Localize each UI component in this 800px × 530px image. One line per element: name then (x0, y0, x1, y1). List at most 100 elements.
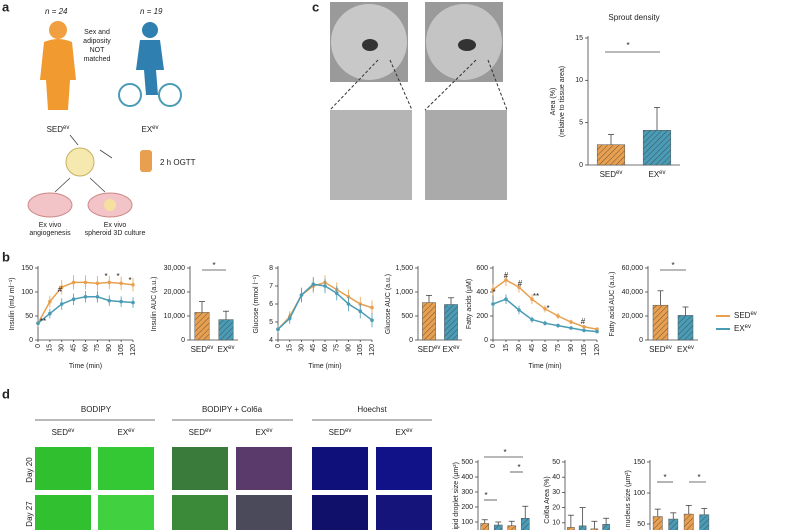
note: NOT (90, 47, 106, 54)
micrograph (236, 447, 292, 490)
group-label: EXev (255, 428, 272, 438)
y-tick-label: 15 (575, 35, 583, 42)
stain-label: Hoechst (357, 405, 387, 414)
point (491, 302, 495, 306)
group-label: SEDev (329, 428, 352, 438)
group-label: SEDev (47, 125, 70, 135)
group-label: EXev (117, 428, 134, 438)
bar (422, 302, 436, 341)
y-tick-label: 300 (461, 489, 473, 496)
micrograph (312, 495, 368, 530)
zoom-line (424, 59, 477, 111)
point (276, 327, 280, 332)
annotation: * (697, 473, 700, 482)
point (71, 280, 76, 285)
y-tick-label: 400 (461, 474, 473, 481)
x-tick-label: 105 (118, 344, 125, 356)
x-tick-label: 120 (130, 344, 137, 356)
x-tick-label: 45 (529, 344, 536, 352)
annotation: ** (533, 292, 539, 301)
person-ex (136, 40, 164, 95)
dish (27, 192, 73, 218)
y-tick-label: 20,000 (164, 289, 186, 296)
panel-label: d (2, 386, 10, 401)
stain-label: BODIPY (81, 405, 112, 414)
x-tick-label: 60 (82, 344, 89, 352)
bar (699, 514, 710, 530)
x-tick-label: 0 (275, 344, 282, 348)
point (370, 305, 374, 310)
point (287, 316, 292, 321)
zoom-line (389, 59, 413, 111)
point (131, 283, 135, 287)
point (543, 307, 547, 311)
micrograph (236, 495, 292, 530)
point (71, 297, 76, 302)
annotation: # (518, 279, 523, 288)
legend-label: EXev (734, 324, 751, 334)
y-tick-label: 7 (269, 283, 273, 290)
y-tick-label: 50 (552, 459, 560, 466)
micrograph (458, 39, 476, 51)
point (556, 314, 560, 318)
bar (642, 130, 672, 166)
note: adiposity (83, 38, 111, 45)
group-label: EXev (141, 125, 158, 135)
point (59, 302, 64, 306)
y-tick-label: 40 (552, 474, 560, 481)
x-tick-label: 105 (357, 344, 364, 356)
point (504, 297, 508, 302)
point (569, 320, 573, 324)
bar (194, 312, 210, 341)
y-tick-label: 60,000 (622, 265, 644, 272)
panel-label: c (312, 0, 319, 14)
point (358, 309, 363, 314)
y-tick-label: 5 (269, 319, 273, 326)
x-tick-label: 45 (70, 344, 77, 352)
annotation: * (546, 304, 549, 313)
zoom-line (329, 59, 379, 111)
y-tick-label: 100 (461, 519, 473, 526)
stain-label: BODIPY + Col6a (202, 405, 263, 414)
annotation: * (492, 288, 495, 297)
arrow (89, 177, 106, 193)
panel-label: a (2, 0, 10, 14)
bar (596, 144, 626, 166)
point (59, 285, 64, 290)
line-series (492, 298, 598, 333)
n-label: n = 19 (140, 7, 163, 16)
micrograph (312, 447, 368, 490)
point (491, 287, 495, 292)
x-tick-label: 120 (594, 344, 601, 356)
person-sed (40, 39, 76, 110)
y-tick-label: 200 (476, 313, 488, 320)
annotation: * (484, 491, 487, 500)
annotation: * (517, 463, 520, 472)
y-tick-label: 1,500 (395, 265, 413, 272)
micrograph (35, 495, 91, 530)
point (556, 323, 560, 328)
y-tick-label: 10 (575, 77, 583, 84)
day-label: Day 20 (25, 457, 34, 483)
x-tick-label: 75 (555, 344, 562, 352)
x-tick-label: 0 (490, 344, 497, 348)
point (334, 291, 339, 296)
x-tick-label: SEDev (191, 345, 214, 355)
micrograph (98, 447, 154, 490)
caption: angiogenesis (29, 230, 71, 237)
point (119, 299, 123, 304)
x-tick-label: EXev (648, 170, 665, 180)
bar (520, 518, 530, 530)
annotation: * (503, 448, 506, 457)
y-axis-label: Area (%) (550, 88, 557, 116)
y-axis-label: Glucose (mmol l⁻¹) (253, 275, 260, 334)
point (48, 311, 52, 316)
bar (444, 304, 458, 341)
y-tick-label: 500 (401, 313, 413, 320)
chart-title: Sprout density (608, 13, 659, 22)
point (582, 328, 586, 333)
y-tick-label: 20,000 (622, 313, 644, 320)
bicycle (158, 83, 182, 107)
annotation: * (663, 473, 666, 482)
x-tick-label: 60 (322, 344, 329, 352)
